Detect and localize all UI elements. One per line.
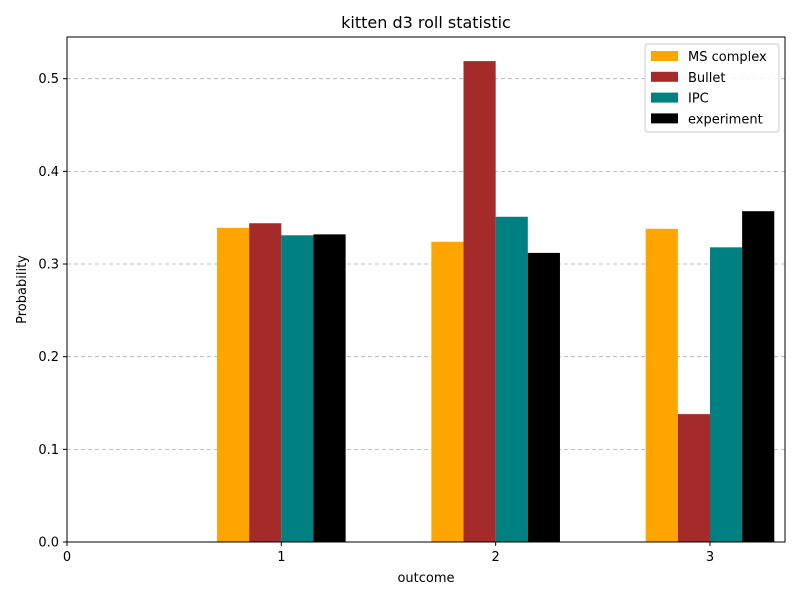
y-tick-label: 0.0 bbox=[38, 536, 59, 551]
legend-swatch-bullet bbox=[651, 71, 678, 82]
bar-ipc-1 bbox=[281, 235, 314, 542]
legend-swatch-ipc bbox=[651, 92, 678, 103]
bar-experiment-3 bbox=[742, 211, 775, 542]
legend-label-bullet: Bullet bbox=[688, 71, 725, 86]
legend-swatch-ms-complex bbox=[651, 51, 678, 61]
bar-bullet-3 bbox=[677, 414, 710, 542]
y-tick-label: 0.1 bbox=[38, 443, 59, 458]
ticks: 0.0 0.1 0.2 0.3 0.4 0.5 0 1 2 3 bbox=[38, 72, 714, 565]
x-tick-label: 3 bbox=[706, 550, 714, 565]
bar-bullet-1 bbox=[249, 223, 282, 542]
bar-ms-complex-1 bbox=[217, 227, 250, 542]
x-tick-label: 2 bbox=[492, 550, 500, 565]
legend-label-experiment: experiment bbox=[688, 112, 763, 127]
legend-label-ms-complex: MS complex bbox=[688, 50, 767, 65]
legend: MS complex Bullet IPC experiment bbox=[644, 43, 780, 133]
x-tick-label: 1 bbox=[277, 550, 285, 565]
y-axis-label: Probability bbox=[15, 255, 30, 324]
y-tick-label: 0.2 bbox=[38, 350, 59, 365]
bar-ms-complex-2 bbox=[431, 241, 464, 542]
axes-frame bbox=[66, 36, 786, 543]
bar-experiment-2 bbox=[527, 252, 560, 542]
legend-box bbox=[644, 43, 780, 133]
legend-label-ipc: IPC bbox=[688, 92, 709, 107]
chart-title: kitten d3 roll statistic bbox=[341, 13, 511, 32]
bar-bullet-2 bbox=[463, 61, 496, 543]
y-tick-label: 0.5 bbox=[38, 72, 59, 87]
x-tick-label: 0 bbox=[63, 550, 71, 565]
y-tick-label: 0.3 bbox=[38, 258, 59, 273]
y-tick-label: 0.4 bbox=[38, 165, 59, 180]
bars bbox=[217, 61, 775, 543]
legend-swatch-experiment bbox=[651, 113, 678, 124]
bar-ms-complex-3 bbox=[645, 228, 678, 542]
bar-ipc-2 bbox=[495, 216, 528, 542]
x-axis-label: outcome bbox=[397, 571, 454, 586]
bar-experiment-1 bbox=[313, 234, 346, 542]
bar-ipc-3 bbox=[709, 247, 743, 542]
